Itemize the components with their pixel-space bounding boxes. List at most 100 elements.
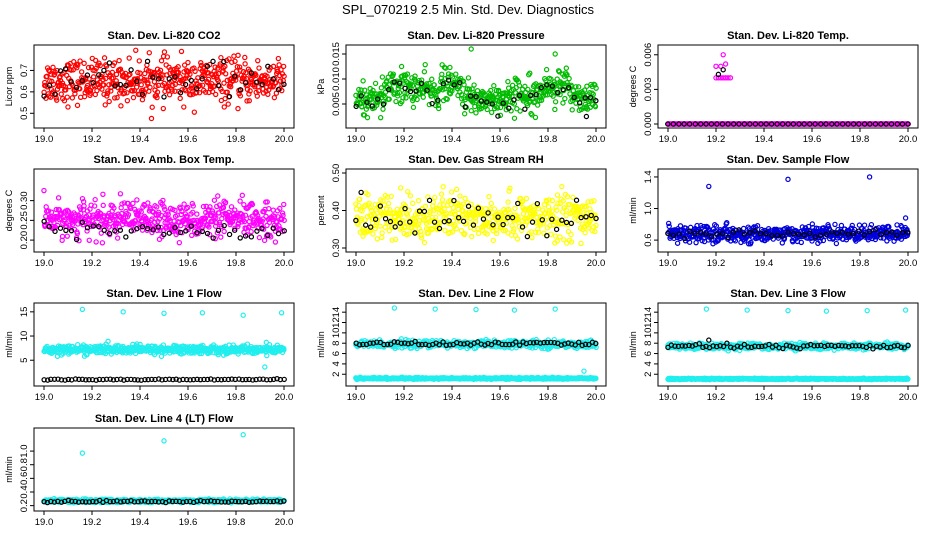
data-point: [74, 62, 81, 68]
data-point: [221, 228, 227, 235]
data-point: [175, 64, 181, 70]
data-point: [486, 193, 492, 200]
data-point: [823, 231, 829, 238]
data-point: [472, 215, 479, 221]
outlier-point: [79, 306, 86, 313]
data-point: [214, 230, 221, 236]
data-point: [166, 92, 173, 98]
data-point: [872, 121, 879, 127]
data-point: [456, 202, 462, 208]
data-point: [433, 214, 439, 221]
data-point: [829, 121, 835, 127]
data-point: [534, 102, 541, 108]
y-tick-label: 0.005: [331, 92, 342, 116]
data-point: [74, 65, 80, 71]
data-point: [86, 237, 92, 243]
y-tick-label: 0.6: [19, 85, 30, 98]
y-tick-label: 0.40: [331, 201, 342, 220]
data-point: [560, 86, 566, 93]
y-tick-label: 10: [331, 328, 342, 339]
data-point: [588, 198, 595, 205]
x-tick-label: 19.2: [395, 392, 414, 403]
x-tick-label: 19.8: [227, 134, 246, 145]
data-point: [418, 235, 425, 241]
points-group: [353, 46, 599, 121]
data-point: [353, 217, 359, 224]
y-tick-label: 6: [331, 351, 342, 356]
data-point: [752, 121, 759, 127]
chart-title: Stan. Dev. Li-820 Pressure: [407, 30, 544, 42]
data-point: [57, 68, 64, 74]
x-tick-label: 19.4: [755, 134, 774, 145]
data-point: [44, 73, 50, 80]
data-point: [215, 82, 222, 89]
data-point: [193, 86, 200, 92]
x-tick-label: 19.4: [131, 134, 150, 145]
data-point: [453, 71, 459, 77]
data-point: [42, 79, 48, 86]
data-point: [438, 191, 445, 197]
data-point: [447, 64, 453, 71]
data-point: [401, 230, 407, 237]
data-point: [670, 121, 677, 127]
data-point: [563, 65, 570, 71]
data-point: [226, 231, 233, 238]
data-point: [741, 121, 748, 127]
data-point: [215, 193, 221, 199]
data-point: [112, 228, 118, 234]
data-point: [534, 200, 541, 207]
data-point: [91, 203, 98, 209]
data-point: [105, 338, 111, 345]
data-point: [94, 87, 100, 94]
data-point: [158, 353, 165, 360]
data-point: [429, 214, 435, 221]
data-point: [205, 76, 212, 83]
data-point: [363, 92, 370, 98]
y-axis-label: degrees C: [628, 65, 638, 107]
data-point: [184, 376, 190, 383]
data-point: [74, 230, 81, 237]
data-point: [220, 204, 227, 211]
data-point: [546, 208, 552, 214]
data-point: [424, 87, 430, 93]
y-tick-label: 2: [331, 372, 342, 377]
data-point: [493, 227, 499, 233]
data-point: [554, 76, 560, 82]
data-point: [255, 88, 262, 94]
x-tick-label: 20.0: [587, 134, 606, 145]
data-point: [76, 376, 82, 383]
x-tick-label: 19.2: [395, 258, 414, 269]
data-point: [185, 59, 191, 66]
data-point: [256, 234, 263, 241]
data-point: [591, 198, 597, 204]
data-point: [153, 204, 160, 210]
data-point: [534, 214, 540, 221]
data-point: [135, 377, 141, 383]
data-point: [281, 201, 287, 208]
data-point: [461, 82, 467, 88]
data-point: [812, 121, 818, 127]
data-point: [117, 227, 124, 233]
outlier-point: [706, 183, 712, 190]
data-point: [181, 104, 187, 110]
data-point: [429, 76, 435, 82]
data-point: [356, 202, 362, 209]
data-point: [524, 233, 531, 240]
data-point: [281, 217, 287, 224]
points-group: [41, 187, 287, 246]
data-point: [281, 73, 287, 79]
y-tick-label: 0.5: [19, 107, 30, 120]
x-tick-label: 19.2: [83, 392, 102, 403]
data-point: [404, 212, 411, 218]
data-point: [222, 63, 228, 70]
y-tick-label: 0.30: [19, 191, 30, 210]
data-point: [191, 217, 197, 224]
data-point: [465, 203, 472, 209]
data-point: [253, 79, 260, 85]
data-point: [254, 228, 260, 234]
data-point: [437, 202, 443, 208]
y-tick-label: 0.003: [643, 77, 654, 101]
data-point: [839, 121, 846, 127]
